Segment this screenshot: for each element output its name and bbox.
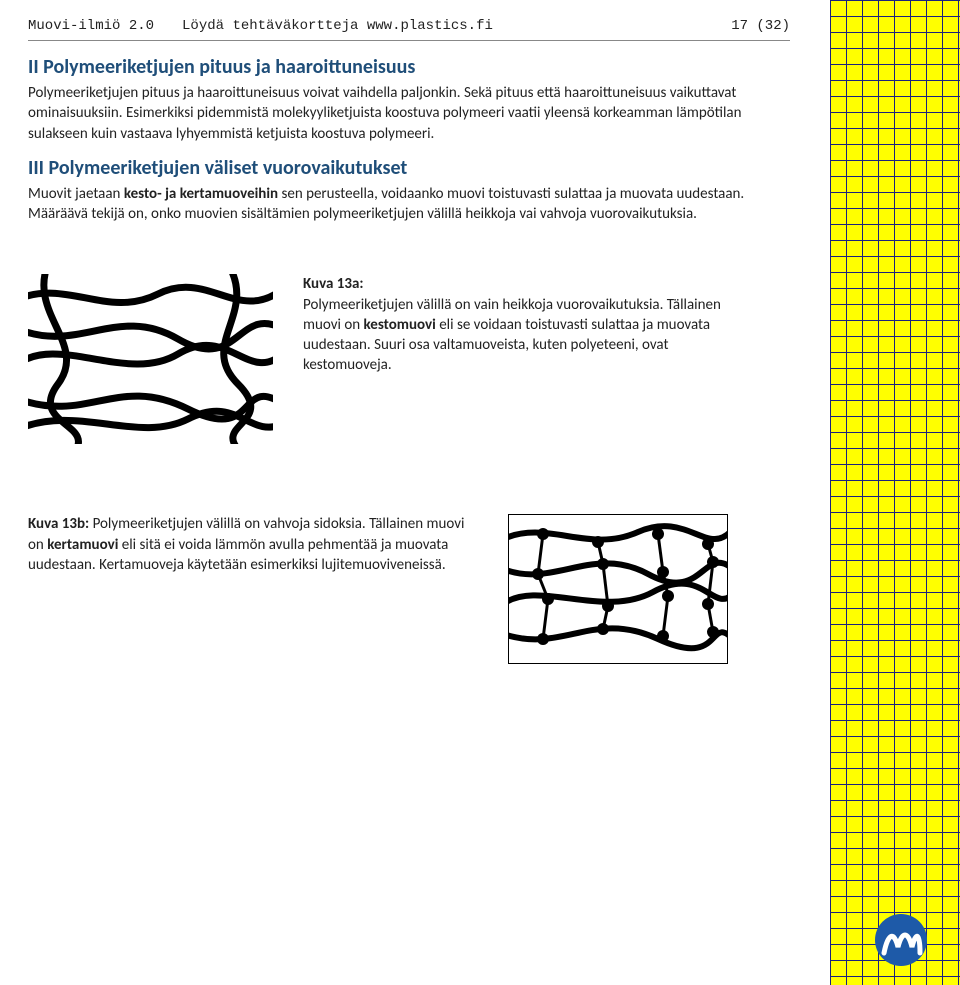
- section-2-heading: II Polymeeriketjujen pituus ja haaroittu…: [28, 55, 790, 79]
- text-bold: kertamuovi: [47, 536, 118, 554]
- figure-13b-label: Kuva 13b:: [28, 515, 89, 533]
- figure-13a-image: [28, 274, 273, 444]
- figure-13b-row: Kuva 13b: Polymeeriketjujen välillä on v…: [28, 514, 790, 664]
- figure-13b-caption: Kuva 13b: Polymeeriketjujen välillä on v…: [28, 514, 468, 575]
- page-content: Muovi-ilmiö 2.0 Löydä tehtäväkortteja ww…: [0, 0, 830, 754]
- text-fragment: Muovit jaetaan: [28, 185, 124, 203]
- brand-logo-icon: [874, 913, 928, 967]
- figure-13a-row: Kuva 13a: Polymeeriketjujen välillä on v…: [28, 274, 790, 444]
- section-3-body: Muovit jaetaan kesto- ja kertamuoveihin …: [28, 184, 790, 225]
- page-number: 17 (32): [731, 18, 790, 34]
- section-3-heading: III Polymeeriketjujen väliset vuorovaiku…: [28, 156, 790, 180]
- text-bold: kesto- ja kertamuoveihin: [124, 185, 278, 203]
- figure-13a-label: Kuva 13a:: [303, 274, 743, 294]
- text-bold: kestomuovi: [364, 316, 436, 334]
- doc-title: Muovi-ilmiö 2.0: [28, 18, 154, 34]
- decorative-grid-sidebar: [830, 0, 960, 985]
- figure-13a-caption: Kuva 13a: Polymeeriketjujen välillä on v…: [303, 274, 743, 375]
- doc-subtitle: Löydä tehtäväkortteja www.plastics.fi: [182, 18, 493, 34]
- section-2-body: Polymeeriketjujen pituus ja haaroittunei…: [28, 83, 790, 144]
- figure-13b-image: [508, 514, 728, 664]
- page-header: Muovi-ilmiö 2.0 Löydä tehtäväkortteja ww…: [28, 18, 790, 41]
